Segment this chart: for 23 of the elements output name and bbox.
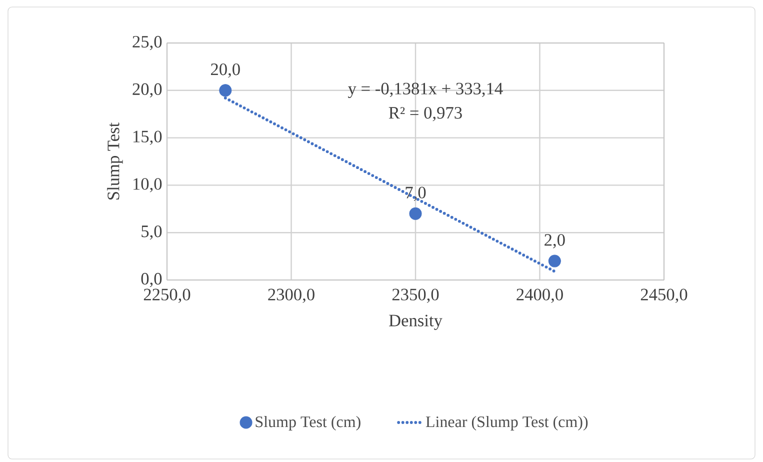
y-tick-label: 20,0: [132, 83, 162, 98]
legend-label: Slump Test (cm): [256, 416, 360, 430]
data-label: 20,0: [210, 64, 240, 78]
annotation: R² = 0,973: [388, 107, 462, 122]
y-tick-label: 10,0: [133, 178, 162, 192]
x-tick-label: 2300,0: [268, 288, 314, 303]
point: [409, 207, 422, 220]
annotation: y = -0,1381x + 333,14: [348, 82, 503, 98]
x-tick-label: 2450,0: [640, 288, 688, 303]
point: [219, 84, 232, 97]
data-label: 7,0: [406, 186, 426, 201]
x-tick-label: 2350,0: [392, 288, 439, 303]
x-tick-label: 2400,0: [516, 288, 563, 303]
y-tick-label: 0,0: [141, 272, 162, 288]
y-axis-title: Slump Test: [107, 122, 123, 200]
y-tick-label: 25,0: [132, 36, 162, 50]
data-label: 2,0: [544, 234, 565, 248]
legend-label: Linear (Slump Test (cm)): [426, 416, 588, 430]
y-tick-label: 15,0: [133, 130, 162, 145]
x-tick-label: 2250,0: [144, 288, 190, 303]
y-tick-label: 5,0: [142, 226, 162, 240]
point: [548, 254, 561, 268]
x-axis-title: Density: [389, 314, 442, 330]
